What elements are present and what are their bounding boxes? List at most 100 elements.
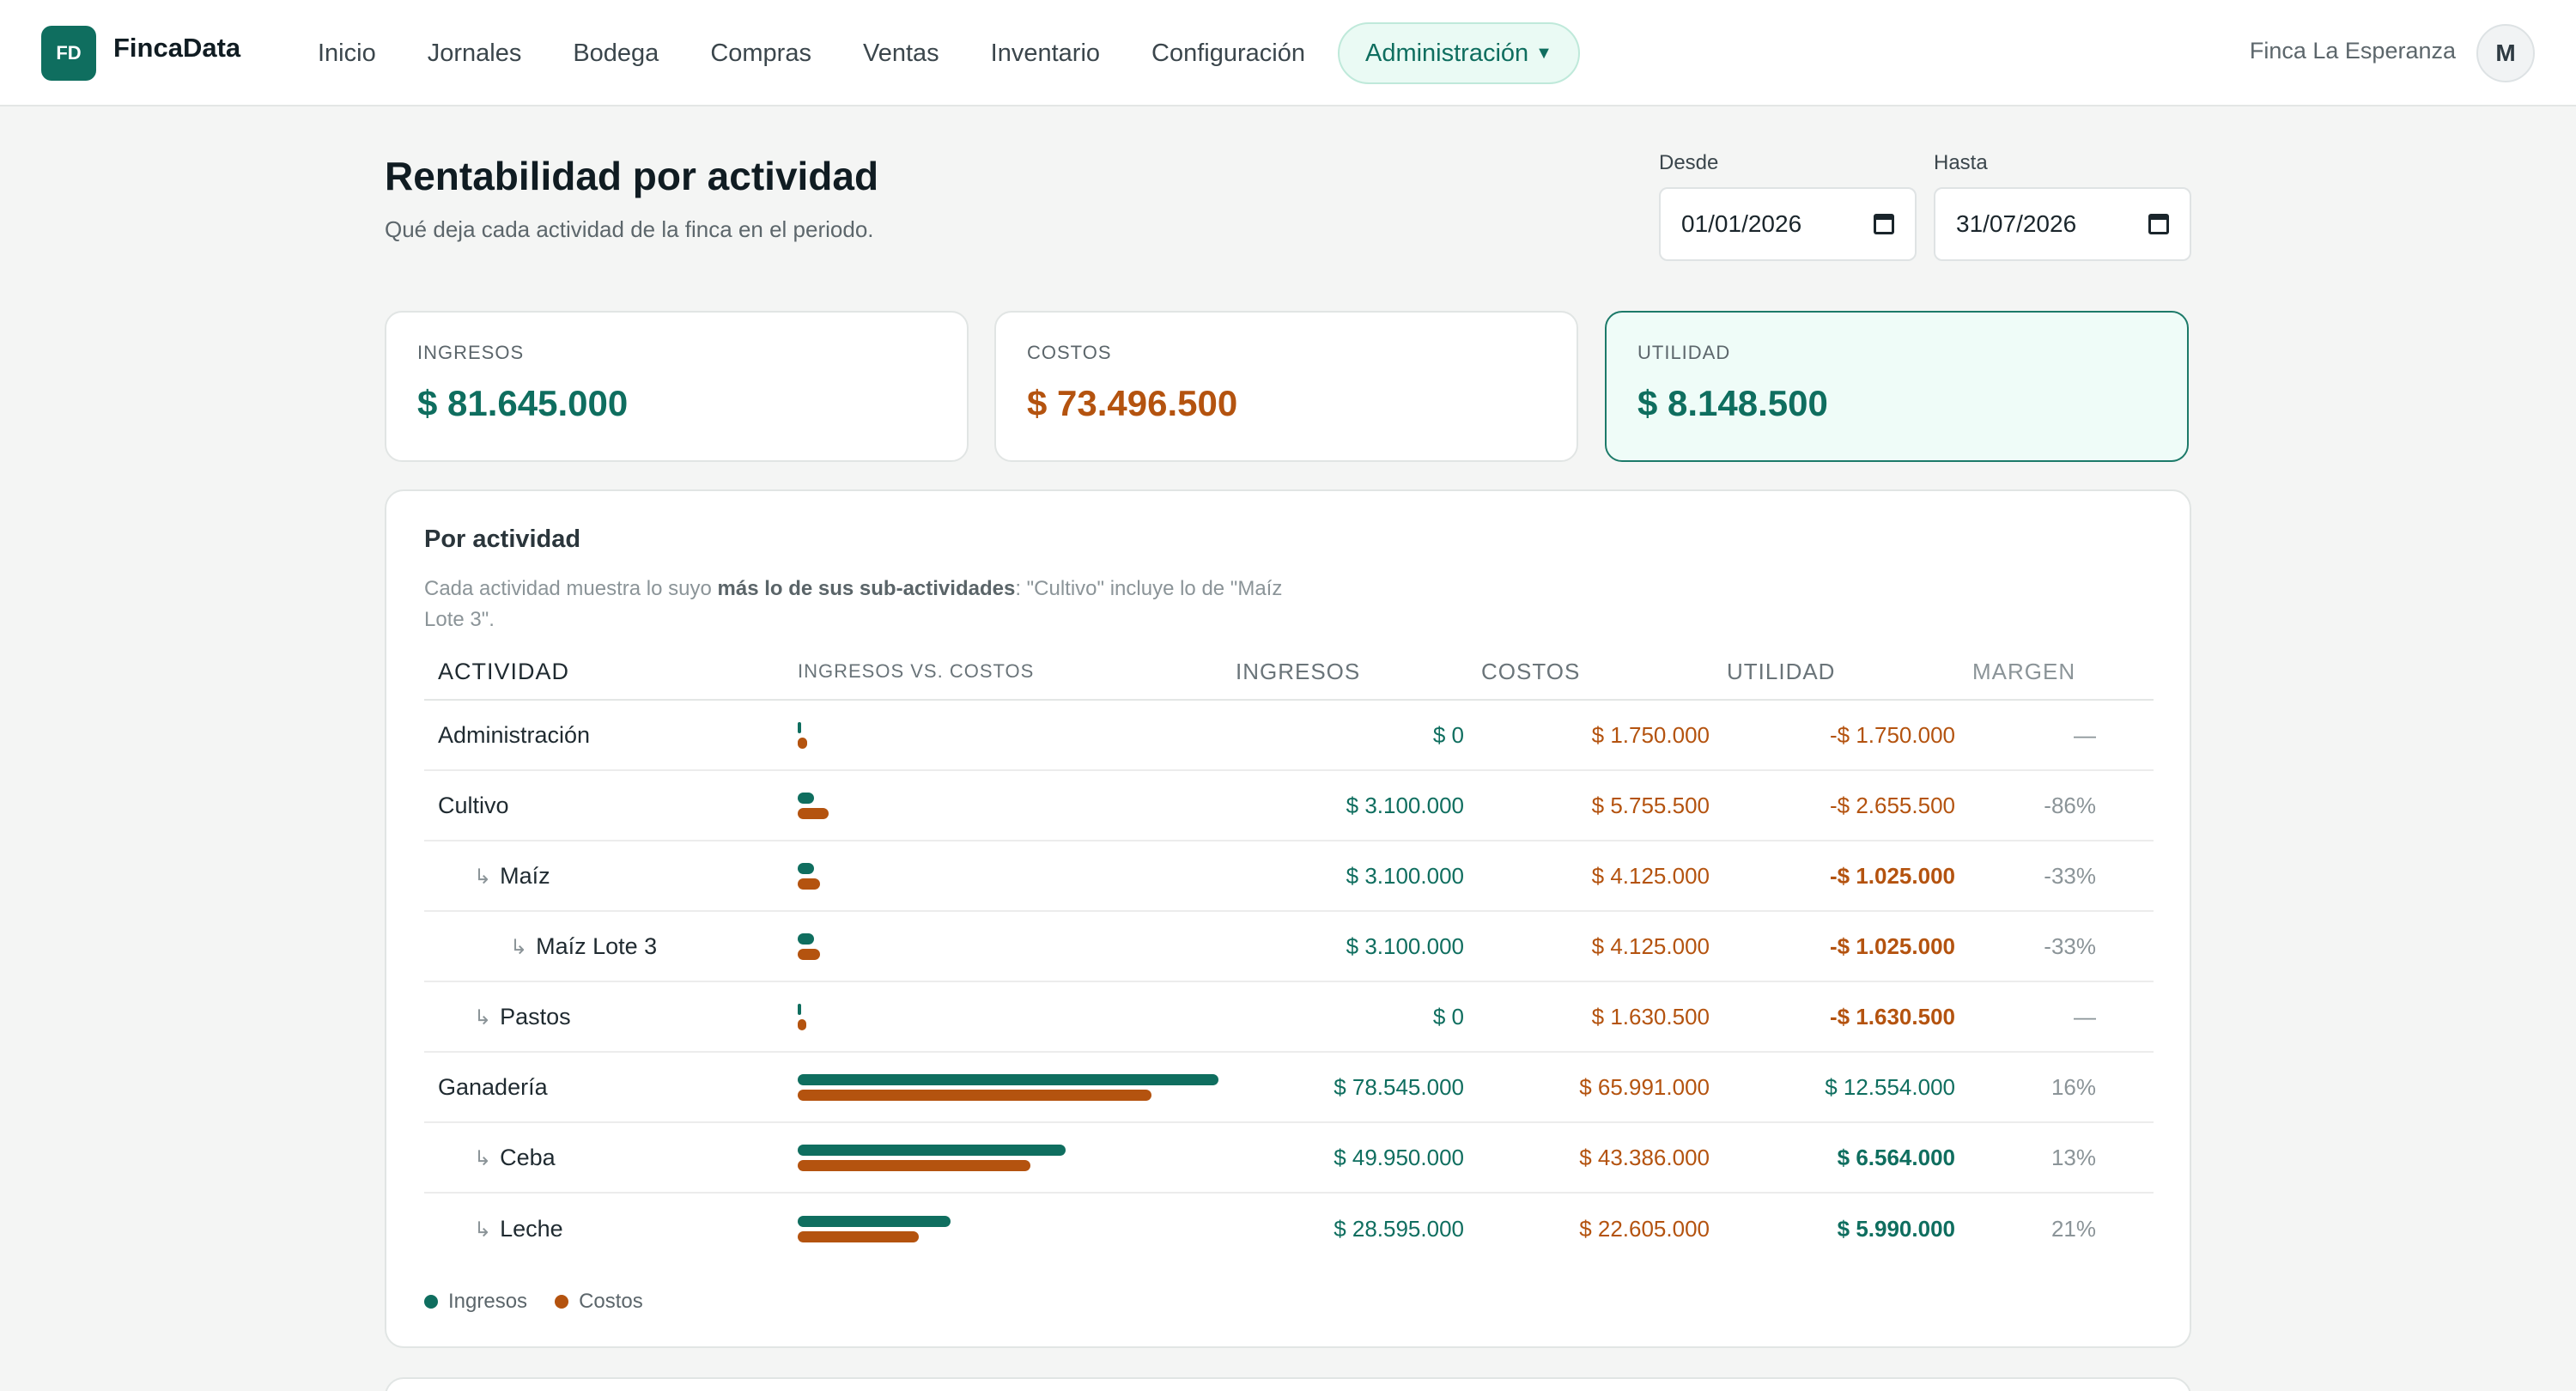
income-cell: $ 28.595.000 — [1334, 1215, 1464, 1242]
col-header-margen: MARGEN — [1972, 658, 2076, 684]
calendar-icon[interactable] — [1874, 214, 1894, 234]
cost-cell: $ 4.125.000 — [1591, 862, 1710, 889]
page-title: Rentabilidad por actividad — [385, 154, 879, 198]
nav-item-inicio[interactable]: Inicio — [318, 39, 376, 67]
cost-bar — [798, 1160, 1030, 1171]
profit-cell: -$ 1.025.000 — [1829, 862, 1955, 889]
profit-cell: -$ 1.750.000 — [1829, 721, 1955, 748]
date-to-label: Hasta — [1934, 151, 1988, 174]
income-cell: $ 3.100.000 — [1346, 792, 1464, 818]
chevron-down-icon: ▼ — [1535, 43, 1552, 63]
col-header-actividad: ACTIVIDAD — [438, 658, 570, 684]
table-row[interactable]: Cultivo $ 3.100.000 $ 5.755.500 -$ 2.655.50… — [424, 771, 2154, 841]
legend-label: Ingresos — [448, 1290, 528, 1313]
bar-cell — [798, 1052, 1218, 1122]
table-row[interactable]: ↳ Maíz $ 3.100.000 $ 4.125.000 -$ 1.025.000 -… — [424, 841, 2154, 912]
chart-legend: Ingresos Costos — [424, 1290, 671, 1314]
margin-cell: 16% — [2050, 1073, 2096, 1100]
date-from-value: 01/01/2026 — [1681, 210, 1802, 237]
profit-cell: -$ 1.025.000 — [1829, 932, 1955, 959]
col-header-ingresos-vs-costos: INGRESOS VS. COSTOS — [798, 660, 1035, 682]
income-bar — [798, 1145, 1066, 1156]
table-row[interactable]: ↳ Pastos $ 0 $ 1.630.500 -$ 1.630.500 — — [424, 982, 2154, 1053]
col-header-costos: COSTOS — [1481, 658, 1581, 684]
income-cell: $ 78.545.000 — [1334, 1073, 1464, 1100]
brand-name[interactable]: FincaData — [113, 33, 241, 63]
panel-note-pre: Cada actividad muestra lo suyo — [424, 577, 718, 600]
cost-bar — [798, 878, 820, 890]
income-cell: $ 3.100.000 — [1346, 862, 1464, 889]
activity-name: Leche — [500, 1215, 563, 1242]
cost-bar — [798, 1090, 1151, 1101]
income-cell: $ 3.100.000 — [1346, 932, 1464, 959]
cost-bar — [798, 1019, 807, 1030]
income-cell: $ 0 — [1432, 721, 1464, 748]
sub-activity-arrow-icon: ↳ — [474, 865, 492, 889]
nav-item-administracion-label: Administración — [1364, 39, 1529, 67]
nav-item-bodega[interactable]: Bodega — [573, 39, 659, 67]
table-row[interactable]: Ganadería $ 78.545.000 $ 65.991.000 $ 12.55… — [424, 1053, 2154, 1123]
bar-cell — [798, 770, 1218, 841]
kpi-value: $ 73.496.500 — [1027, 383, 1238, 423]
activity-cell: Administración — [424, 722, 798, 749]
legend-item-ingresos: Ingresos — [424, 1290, 527, 1314]
date-to-input[interactable]: 31/07/2026 — [1934, 187, 2191, 261]
income-bar — [798, 722, 801, 733]
table-body: Administración $ 0 $ 1.750.000 -$ 1.750.000… — [424, 701, 2154, 1264]
kpi-label: UTILIDAD — [1637, 342, 1731, 363]
kpi-card-ingresos: INGRESOS $ 81.645.000 — [385, 311, 969, 462]
kpi-card-utilidad: UTILIDAD $ 8.148.500 — [1605, 311, 2189, 462]
bar-cell — [798, 1122, 1218, 1193]
panel-note-post: : "Cultivo" incluye lo de "Maíz Lote 3". — [424, 577, 1283, 631]
nav-item-administracion[interactable]: Administración ▼ — [1337, 22, 1580, 84]
activity-name: Administración — [438, 721, 591, 748]
nav-item-configuracion[interactable]: Configuración — [1151, 39, 1305, 67]
panel-title: Por actividad — [424, 525, 581, 553]
profit-cell: -$ 2.655.500 — [1829, 792, 1955, 818]
date-to-value: 31/07/2026 — [1956, 210, 2077, 237]
activity-name: Pastos — [500, 1003, 571, 1030]
kpi-card-costos: COSTOS $ 73.496.500 — [994, 311, 1578, 462]
logo-badge[interactable]: FD — [41, 26, 96, 81]
nav-item-inventario[interactable]: Inventario — [990, 39, 1101, 67]
activity-panel: Por actividad Cada actividad muestra lo … — [385, 489, 2191, 1348]
nav-item-ventas[interactable]: Ventas — [862, 39, 939, 67]
income-bar — [798, 793, 815, 804]
activity-cell: Cultivo — [424, 793, 798, 819]
col-header-utilidad: UTILIDAD — [1727, 658, 1836, 684]
table-row[interactable]: ↳ Ceba $ 49.950.000 $ 43.386.000 $ 6.564.000… — [424, 1123, 2154, 1194]
income-bar — [798, 1004, 801, 1015]
income-bar — [798, 863, 815, 874]
sub-activity-arrow-icon: ↳ — [474, 1005, 492, 1030]
date-from-label: Desde — [1659, 151, 1719, 174]
avatar[interactable]: M — [2476, 24, 2535, 82]
bar-cell — [798, 700, 1218, 770]
margin-cell: -86% — [2044, 792, 2096, 818]
date-to-group: Hasta 31/07/2026 — [1934, 151, 2191, 261]
cost-cell: $ 1.630.500 — [1591, 1003, 1710, 1030]
farm-name: Finca La Esperanza — [2249, 38, 2456, 64]
sub-activity-arrow-icon: ↳ — [474, 1146, 492, 1170]
date-from-input[interactable]: 01/01/2026 — [1659, 187, 1917, 261]
cost-cell: $ 5.755.500 — [1591, 792, 1710, 818]
margin-cell: — — [2074, 721, 2096, 748]
cost-bar — [798, 808, 829, 819]
margin-cell: -33% — [2044, 932, 2096, 959]
margin-cell: — — [2074, 1003, 2096, 1030]
panel-note: Cada actividad muestra lo suyo más lo de… — [424, 574, 1317, 635]
calendar-icon[interactable] — [2148, 214, 2169, 234]
margin-cell: -33% — [2044, 862, 2096, 889]
table-row[interactable]: Administración $ 0 $ 1.750.000 -$ 1.750.000… — [424, 701, 2154, 771]
table-row[interactable]: ↳ Leche $ 28.595.000 $ 22.605.000 $ 5.990.00… — [424, 1194, 2154, 1264]
nav-item-compras[interactable]: Compras — [710, 39, 811, 67]
panel-note-bold: más lo de sus sub-actividades — [717, 577, 1016, 600]
income-cell: $ 49.950.000 — [1334, 1144, 1464, 1170]
table-header: ACTIVIDAD INGRESOS VS. COSTOS INGRESOS C… — [424, 644, 2154, 701]
bar-cell — [798, 1194, 1218, 1264]
cost-cell: $ 1.750.000 — [1591, 721, 1710, 748]
nav-item-jornales[interactable]: Jornales — [427, 39, 522, 67]
bar-cell — [798, 841, 1218, 911]
activity-cell: ↳ Leche — [424, 1216, 798, 1242]
table-row[interactable]: ↳ Maíz Lote 3 $ 3.100.000 $ 4.125.000 -$ 1.0… — [424, 912, 2154, 982]
cost-cell: $ 22.605.000 — [1579, 1215, 1710, 1242]
